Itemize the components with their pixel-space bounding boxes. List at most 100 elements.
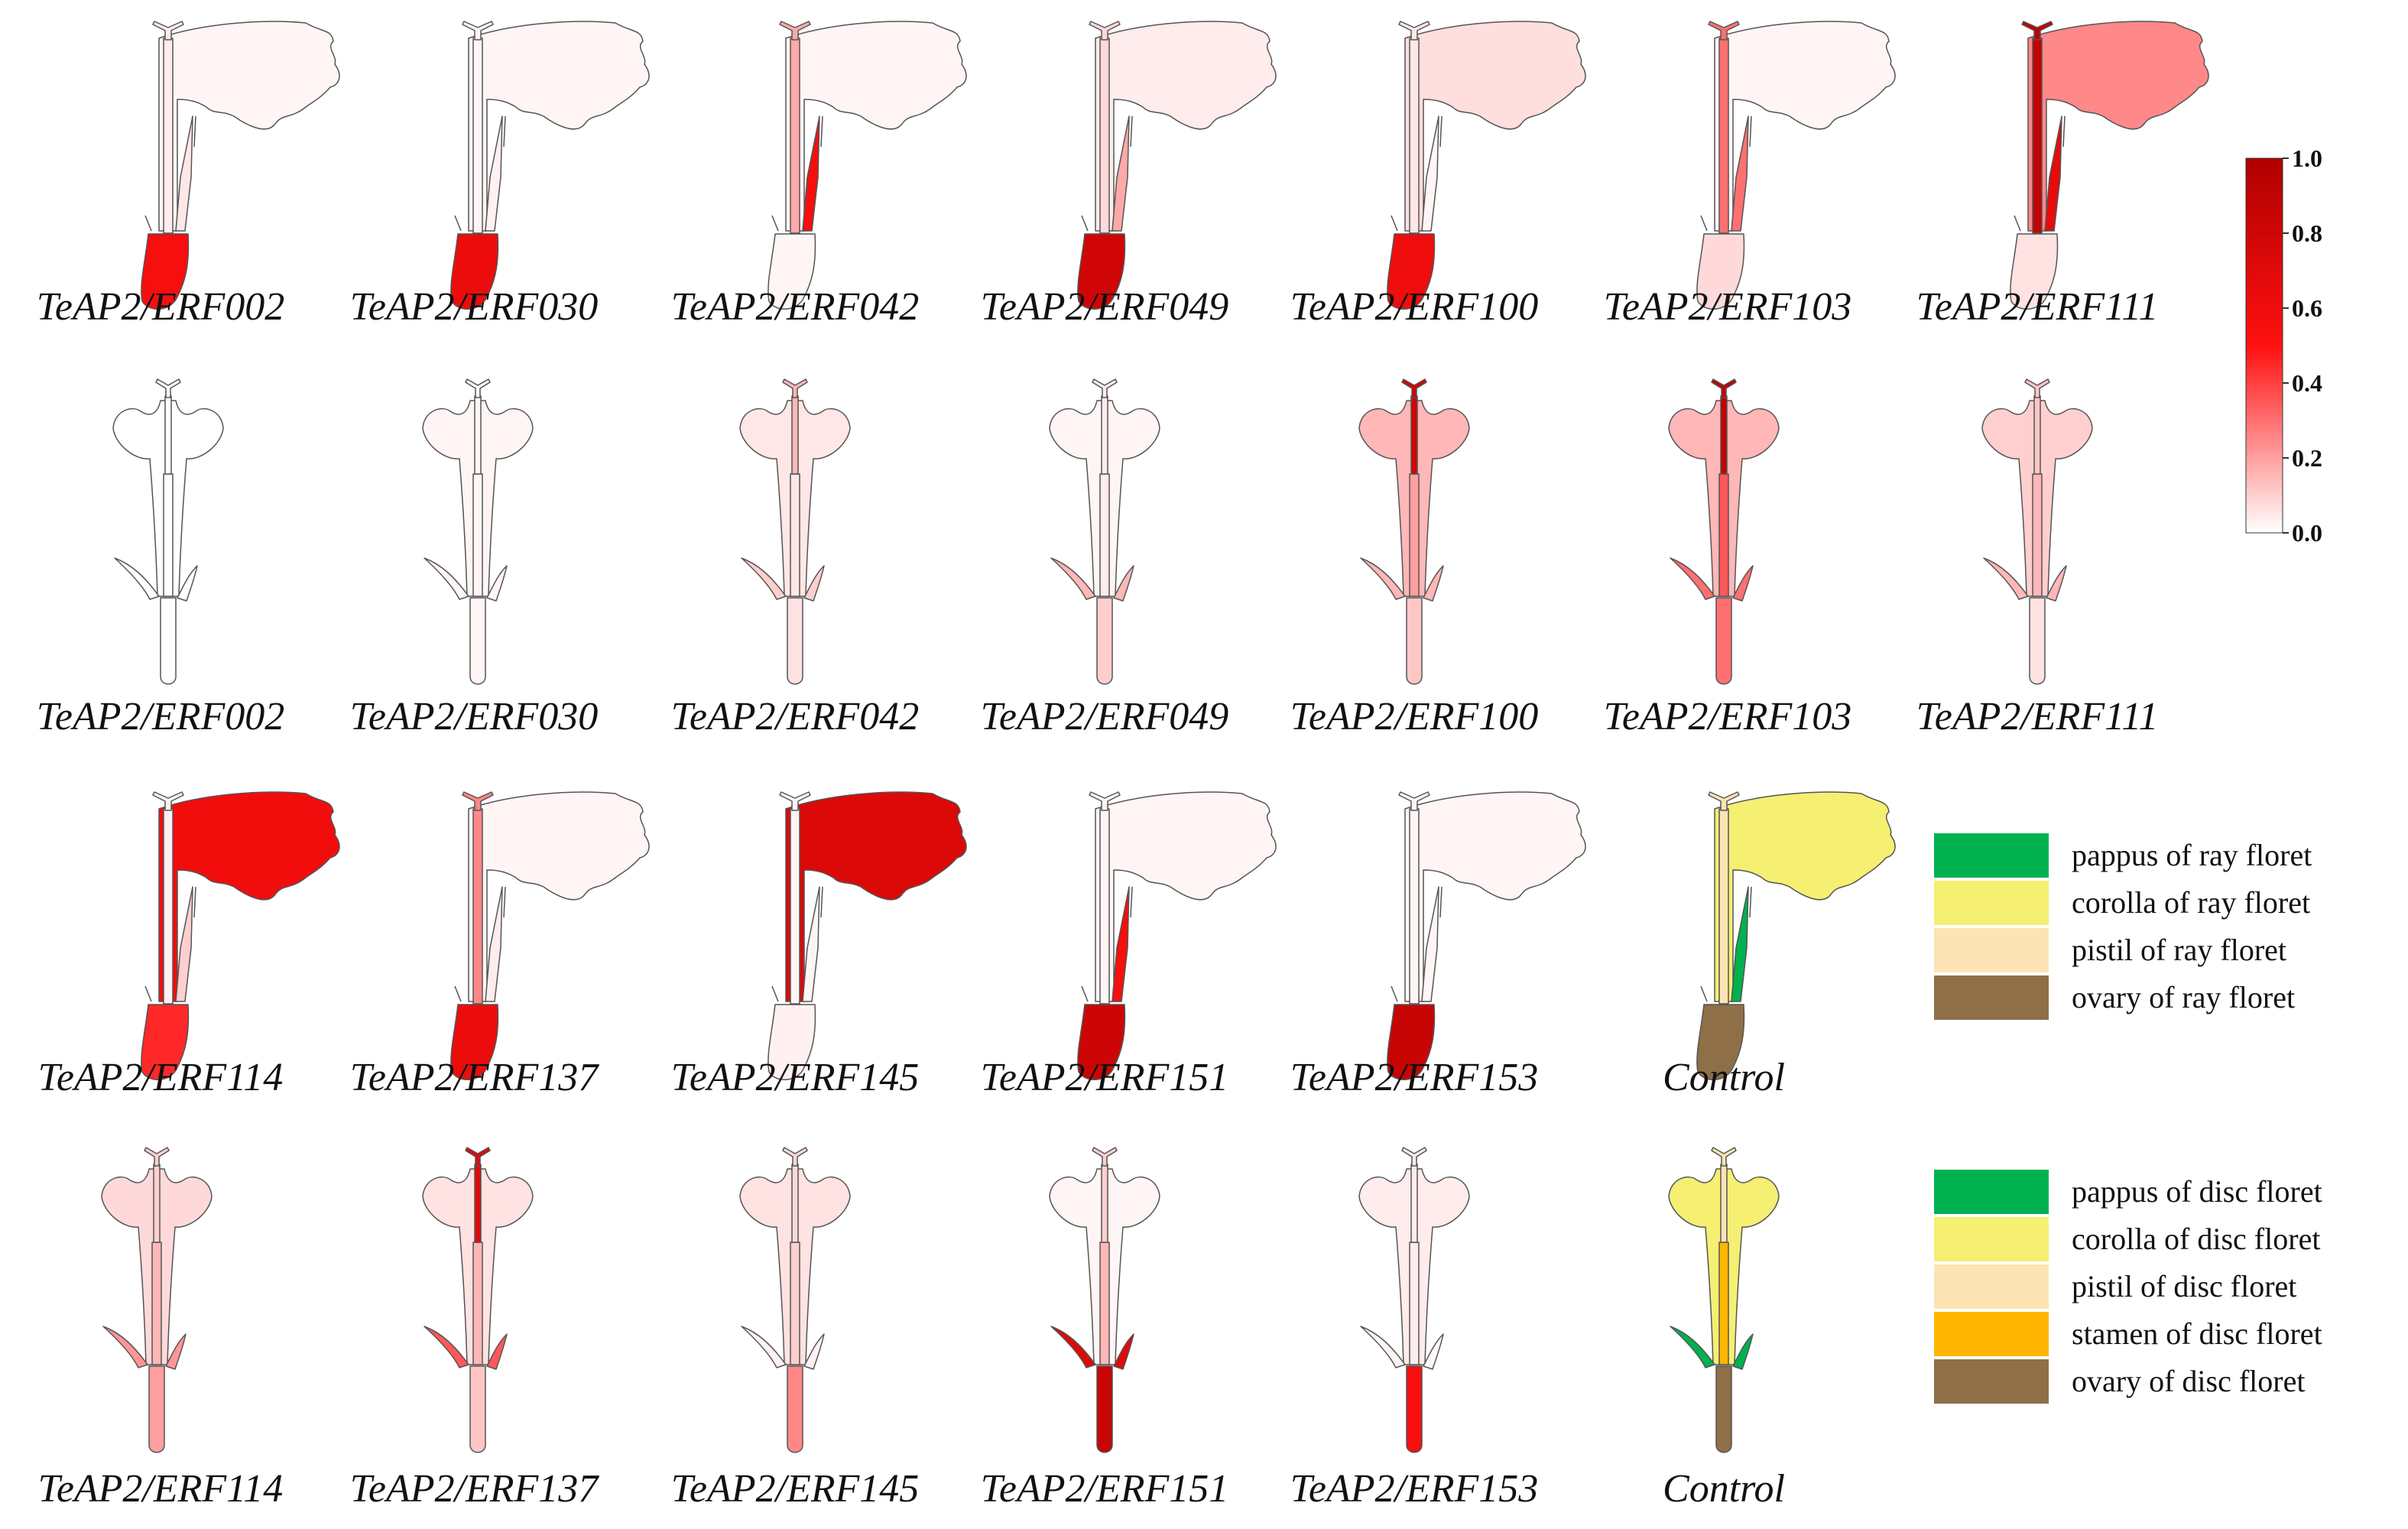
ray-pappus-thin [1081,115,1133,232]
disc-pappus-right [2046,565,2067,602]
disc-stigma [465,378,491,398]
ray-floret-diagram [141,791,340,1080]
gene-label: TeAP2/ERF153 [1290,1056,1539,1099]
ray-pappus-thin [771,886,823,1002]
ray-pistil [163,37,174,234]
ray-corolla [468,21,650,232]
ray-stigma [1089,21,1121,41]
gene-label: TeAP2/ERF030 [349,695,599,739]
ray-floret-diagram [1696,21,1896,310]
gene-label: TeAP2/ERF100 [1290,695,1539,739]
ray-ovary [768,233,816,310]
gene-label: TeAP2/ERF100 [1290,285,1539,329]
disc-pappus-right [1113,565,1134,602]
disc-stamen [790,1242,800,1365]
disc-ovary [469,597,486,685]
gene-label: TeAP2/ERF042 [670,695,920,739]
disc-stigma [1711,378,1737,398]
disc-pappus-right [1732,1333,1754,1370]
ray-pistil [163,808,174,1005]
disc-pistil [164,395,172,475]
ray-pistil [1099,808,1110,1005]
disc-pappus-right [486,565,508,602]
colorbar-tick-label: 0.6 [2292,294,2322,322]
ray-stigma [1708,791,1740,811]
disc-floret-diagram [1668,378,1780,685]
disc-stigma [2024,378,2050,398]
disc-pappus-right [486,1333,508,1370]
disc-pappus [102,1326,148,1368]
disc-pappus [741,1326,787,1368]
disc-floret-diagram [1358,1147,1470,1453]
disc-pappus-right [1732,565,1754,602]
ray-pappus [485,886,503,1002]
disc-stigma [1092,1147,1118,1167]
ray-pistil [1099,37,1110,234]
ray-corolla [468,791,650,1002]
control-label: Control [1663,1467,1785,1511]
gene-label: TeAP2/ERF002 [36,285,285,329]
ray-ovary [450,1004,499,1080]
disc-ovary [1715,597,1732,685]
disc-stamen [472,473,483,597]
ray-pappus [485,115,503,232]
ray-stigma [152,791,184,811]
ray-corolla [1095,21,1277,232]
ray-floret-diagram [2010,21,2209,310]
disc-floret-diagram [112,378,224,685]
disc-ovary [1406,597,1423,685]
gene-label: TeAP2/ERF049 [980,285,1229,329]
ray-pappus [1731,886,1749,1002]
ray-pistil [2032,37,2043,234]
disc-stamen [1718,1242,1729,1365]
legend_disc-swatch [1934,1264,2049,1309]
legend_ray-label: corolla of ray floret [2072,885,2311,920]
gene-label: TeAP2/ERF030 [349,285,599,329]
gene-label: TeAP2/ERF137 [349,1056,599,1099]
colorbar-tick-label: 0.2 [2292,444,2322,472]
ray-pappus [175,115,193,232]
disc-stamen [1409,473,1420,597]
ray-pappus-thin [1081,886,1133,1002]
disc-pistil [791,1164,799,1243]
ray-floret-diagram [1077,21,1277,310]
ray-corolla [785,791,967,1002]
gene-label: TeAP2/ERF002 [36,695,285,739]
disc-pappus [424,557,469,600]
legend_disc-swatch [1934,1312,2049,1356]
colorbar-tick-label: 0.0 [2292,519,2322,547]
disc-pappus [114,557,160,600]
ray-floret-diagram [1077,791,1277,1080]
gene-label: TeAP2/ERF103 [1603,695,1852,739]
disc-ovary [1715,1365,1732,1453]
ray-corolla [1404,791,1586,1002]
disc-stamen [1409,1242,1420,1365]
ray-stigma [779,791,811,811]
ray-pistil [1718,808,1729,1005]
ray-pappus-thin [144,115,196,232]
ray-pistil [472,37,483,234]
disc-pappus [1670,1326,1715,1368]
ray-corolla [1095,791,1277,1002]
disc-stamen [151,1242,162,1365]
legend_disc-swatch [1934,1170,2049,1214]
ray-pappus [1421,115,1439,232]
ray-floret-diagram [1387,21,1586,310]
disc-floret-diagram [739,1147,851,1453]
ray-ovary [1077,233,1126,310]
disc-stigma [1401,378,1427,398]
disc-pistil [1410,1164,1418,1243]
disc-pistil [791,395,799,475]
control-label: Control [1663,1056,1785,1099]
gene-label: TeAP2/ERF137 [349,1467,599,1511]
disc-floret-diagram [1049,378,1160,685]
disc-stamen [2032,473,2043,597]
disc-stamen [790,473,800,597]
disc-stigma [782,1147,808,1167]
ray-corolla [1714,791,1896,1002]
ray-floret-diagram [1387,791,1586,1080]
legend_disc-label: ovary of disc floret [2072,1364,2306,1398]
control-disc-floret [1668,1147,1780,1453]
disc-ovary [787,597,803,685]
ray-pappus-thin [1391,115,1443,232]
